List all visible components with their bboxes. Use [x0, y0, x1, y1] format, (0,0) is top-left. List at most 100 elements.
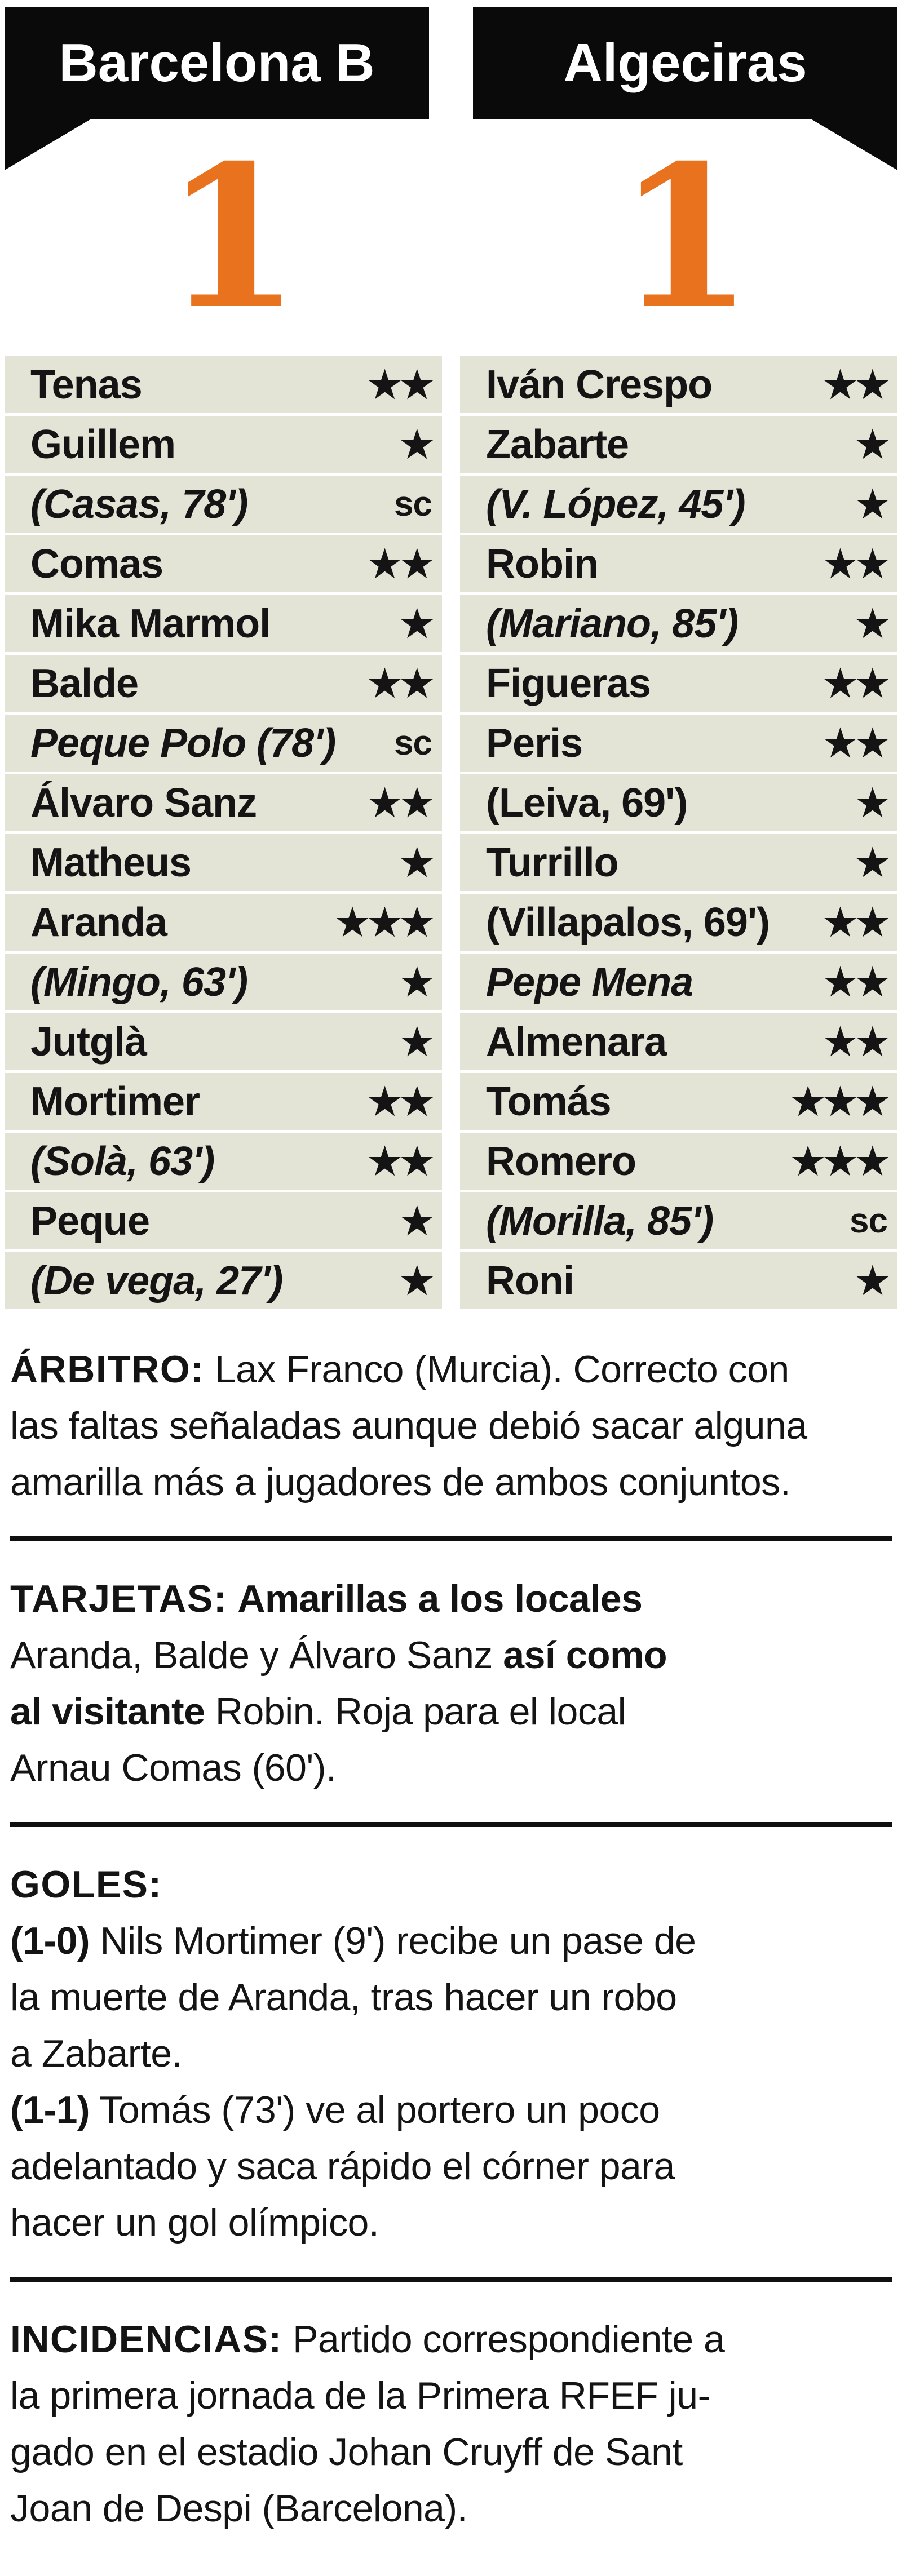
- player-name: (Mingo, 63'): [30, 959, 248, 1005]
- player-name: Álvaro Sanz: [30, 780, 257, 826]
- lineup-row: Turrillo ★: [460, 834, 897, 891]
- section-divider: [10, 1536, 892, 1541]
- lineup-row: Peque ★: [5, 1192, 442, 1249]
- player-name: Jutglà: [30, 1019, 147, 1065]
- lineup-row: Aranda ★★★: [5, 894, 442, 951]
- player-name: Robin: [486, 541, 599, 587]
- lineup-row: Tomás ★★★: [460, 1073, 897, 1130]
- section-text: Tomás (73') ve al portero un poco adelan…: [10, 2089, 675, 2244]
- section-label: ÁRBITRO:: [10, 1348, 205, 1391]
- home-score-block: 1: [5, 119, 429, 356]
- section-incidencias: INCIDENCIAS: Partido correspondiente a l…: [10, 2311, 892, 2537]
- lineup-row: Figueras ★★: [460, 655, 897, 712]
- lineup-row: (Solà, 63') ★★: [5, 1133, 442, 1190]
- star-rating: ★: [398, 600, 436, 647]
- section-label: GOLES:: [10, 1863, 162, 1906]
- player-name: Matheus: [30, 840, 192, 885]
- player-name: Almenara: [486, 1019, 667, 1065]
- lineup-row: Mika Marmol ★: [5, 595, 442, 652]
- section-label: TARJETAS:: [10, 1577, 227, 1620]
- away-lineup-column: Iván Crespo ★★ Zabarte ★ (V. López, 45') ★ Rob…: [460, 356, 897, 1312]
- lineup-row: Balde ★★: [5, 655, 442, 712]
- banner-ribbon-fold-icon: [5, 119, 90, 170]
- section-text: Partido correspondiente a la primera jor…: [10, 2318, 725, 2530]
- star-rating: ★: [398, 839, 436, 886]
- lineup-row: Comas ★★: [5, 535, 442, 592]
- section-label: INCIDENCIAS:: [10, 2318, 282, 2361]
- lineup-row: (De vega, 27') ★: [5, 1252, 442, 1309]
- report-text-sections: ÁRBITRO: Lax Franco (Murcia). Correcto c…: [5, 1341, 897, 2537]
- player-name: Comas: [30, 541, 163, 587]
- star-rating: ★★★: [789, 1078, 891, 1125]
- away-score: 1: [617, 122, 754, 353]
- lineup-row: (Mariano, 85') ★: [460, 595, 897, 652]
- player-name: Roni: [486, 1258, 574, 1303]
- player-name: Turrillo: [486, 840, 619, 885]
- section-text: así como: [503, 1634, 667, 1677]
- scoreboard-header: Barcelona B 1 Algeciras 1: [5, 7, 897, 356]
- star-rating: ★★: [821, 1018, 891, 1065]
- star-rating: ★★: [821, 659, 891, 707]
- home-score: 1: [164, 122, 301, 353]
- lineups-ratings-table: Tenas ★★ Guillem ★ (Casas, 78') sc Comas ★★ Mika…: [5, 356, 897, 1312]
- sc-badge: sc: [394, 724, 432, 762]
- star-rating: ★: [854, 420, 891, 468]
- lineup-row: (Villapalos, 69') ★★: [460, 894, 897, 951]
- player-name: Aranda: [30, 899, 167, 945]
- star-rating: ★★: [366, 779, 436, 826]
- section-divider: [10, 1822, 892, 1827]
- home-lineup-column: Tenas ★★ Guillem ★ (Casas, 78') sc Comas ★★ Mika…: [5, 356, 442, 1312]
- lineup-row: Jutglà ★: [5, 1013, 442, 1070]
- star-rating: ★: [854, 839, 891, 886]
- away-score-block: 1: [473, 119, 897, 356]
- section-text: Lax Franco (Murcia). Correcto con las fa…: [10, 1348, 807, 1504]
- player-name: Zabarte: [486, 422, 629, 467]
- player-name: Iván Crespo: [486, 362, 713, 407]
- lineup-row: Roni ★: [460, 1252, 897, 1309]
- section-tarjetas: TARJETAS: Amarillas a los locales Aranda…: [10, 1571, 892, 1796]
- star-rating: ★★: [366, 540, 436, 587]
- star-rating: ★: [854, 480, 891, 527]
- section-text: Nils Mortimer (9') recibe un pase de la …: [10, 1919, 696, 2075]
- player-name: Guillem: [30, 422, 176, 467]
- lineup-row: Tenas ★★: [5, 356, 442, 413]
- away-team-column: Algeciras 1: [473, 7, 897, 356]
- section-text: Robin. Roja para el local Arnau Comas (6…: [10, 1690, 626, 1789]
- home-team-column: Barcelona B 1: [5, 7, 429, 356]
- star-rating: ★★: [366, 1137, 436, 1185]
- player-name: Peque: [30, 1198, 150, 1244]
- lineup-row: Almenara ★★: [460, 1013, 897, 1070]
- player-name: Tenas: [30, 362, 143, 407]
- player-name: Peris: [486, 720, 583, 766]
- star-rating: ★★: [821, 361, 891, 408]
- lineup-row: (Casas, 78') sc: [5, 476, 442, 533]
- lineup-row: Matheus ★: [5, 834, 442, 891]
- away-team-name: Algeciras: [563, 33, 807, 93]
- player-name: (De vega, 27'): [30, 1258, 283, 1303]
- section-text: al visitante: [10, 1690, 205, 1733]
- sc-badge: sc: [394, 485, 432, 524]
- lineup-row: Guillem ★: [5, 416, 442, 473]
- star-rating: ★: [398, 1018, 436, 1065]
- star-rating: ★★: [821, 958, 891, 1005]
- lineup-row: Peque Polo (78') sc: [5, 715, 442, 772]
- section-arbitro: ÁRBITRO: Lax Franco (Murcia). Correcto c…: [10, 1341, 892, 1510]
- star-rating: ★★: [821, 540, 891, 587]
- section-text: Aranda, Balde y Álvaro Sanz: [10, 1634, 493, 1677]
- star-rating: ★: [398, 958, 436, 1005]
- star-rating: ★★: [366, 1078, 436, 1125]
- section-text: Amarillas a los locales: [237, 1577, 643, 1620]
- sc-badge: sc: [850, 1201, 888, 1240]
- player-name: Mortimer: [30, 1079, 200, 1124]
- player-name: Figueras: [486, 660, 651, 706]
- star-rating: ★★: [366, 361, 436, 408]
- star-rating: ★: [854, 600, 891, 647]
- player-name: (Morilla, 85'): [486, 1198, 714, 1244]
- section-text: (1-0): [10, 1919, 90, 1962]
- lineup-row: Iván Crespo ★★: [460, 356, 897, 413]
- section-text: (1-1): [10, 2089, 90, 2131]
- lineup-row: Mortimer ★★: [5, 1073, 442, 1130]
- player-name: (Casas, 78'): [30, 481, 248, 527]
- player-name: Peque Polo (78'): [30, 720, 336, 766]
